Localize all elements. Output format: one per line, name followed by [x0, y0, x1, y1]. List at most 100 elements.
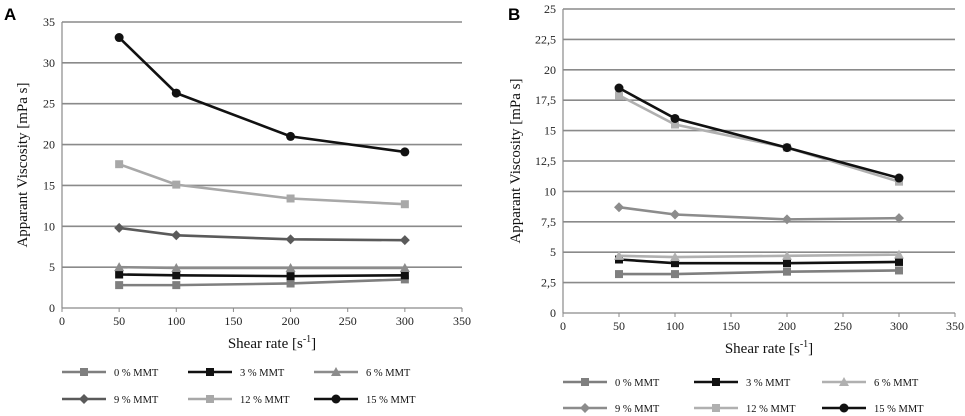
y-tick-label: 20 — [43, 138, 55, 152]
legend-marker — [206, 395, 214, 403]
y-tick-label: 7,5 — [541, 215, 556, 229]
y-tick-label: 0 — [49, 301, 55, 315]
data-point — [614, 83, 624, 93]
legend-label: 9 % MMT — [114, 395, 159, 406]
legend-item: 0 % MMT — [563, 378, 660, 389]
data-point — [615, 270, 623, 279]
data-point — [671, 270, 679, 279]
legend-marker — [79, 394, 89, 404]
y-tick-label: 10 — [544, 184, 556, 198]
data-point — [895, 257, 903, 266]
data-point — [670, 113, 680, 123]
legend-marker — [839, 403, 849, 413]
data-point — [115, 160, 124, 169]
legend-marker — [581, 378, 589, 386]
y-tick-label: 5 — [49, 260, 55, 274]
data-point — [614, 250, 624, 260]
panel-letter: A — [4, 5, 16, 24]
legend: 0 % MMT 3 % MMT 6 % MMT 9 % MMT 12 % MMT 15 %… — [62, 367, 416, 406]
legend-item: 3 % MMT — [694, 378, 791, 389]
legend-label: 0 % MMT — [114, 368, 159, 379]
x-tick-label: 250 — [834, 319, 852, 333]
data-point — [783, 267, 791, 276]
data-point — [400, 275, 409, 284]
data-point — [400, 271, 409, 280]
legend-item: 9 % MMT — [62, 394, 159, 406]
series-3-mmt — [115, 270, 409, 281]
y-tick-label: 22,5 — [535, 32, 556, 46]
y-axis-title: Apparant Viscosity [mPa s] — [508, 78, 524, 243]
data-point — [782, 143, 792, 153]
x-tick-label: 300 — [396, 314, 414, 328]
legend-item: 0 % MMT — [62, 368, 159, 379]
data-point — [782, 214, 792, 225]
legend-label: 0 % MMT — [615, 378, 660, 389]
legend-item: 15 % MMT — [822, 403, 924, 415]
data-point — [670, 252, 680, 262]
data-point — [172, 281, 181, 290]
data-point — [115, 270, 124, 279]
legend-label: 3 % MMT — [240, 368, 285, 379]
legend-label: 15 % MMT — [366, 395, 416, 406]
data-point — [894, 173, 904, 183]
series-line — [119, 278, 405, 287]
x-tick-label: 200 — [778, 319, 796, 333]
x-tick-label: 0 — [560, 319, 566, 333]
series-line — [119, 265, 405, 270]
x-tick-label: 150 — [224, 314, 242, 328]
data-point — [286, 272, 295, 281]
data-point — [114, 262, 125, 272]
x-axis-title: Shear rate [s-1] — [228, 334, 316, 352]
x-tick-label: 100 — [666, 319, 684, 333]
data-point — [400, 147, 410, 157]
x-tick-label: 300 — [890, 319, 908, 333]
series-line — [618, 205, 900, 221]
series-line — [119, 273, 405, 278]
data-point — [671, 120, 679, 129]
data-point — [171, 88, 181, 98]
data-point — [615, 91, 623, 100]
series-line — [118, 36, 406, 154]
series-6-mmt — [114, 262, 410, 272]
legend-marker — [712, 404, 720, 412]
series-line — [618, 253, 900, 259]
legend-marker — [580, 403, 590, 413]
legend: 0 % MMT 3 % MMT 6 % MMT 9 % MMT 12 % MMT 15 %… — [563, 377, 924, 415]
legend-label: 6 % MMT — [874, 378, 919, 389]
y-axis-title: Apparant Viscosity [mPa s] — [15, 82, 31, 247]
data-point — [400, 200, 409, 209]
data-point — [614, 202, 624, 213]
legend-label: 3 % MMT — [746, 378, 791, 389]
y-tick-label: 17,5 — [535, 93, 556, 107]
data-point — [286, 131, 296, 141]
legend-item: 12 % MMT — [188, 395, 290, 406]
legend-marker — [331, 367, 341, 376]
legend-label: 6 % MMT — [366, 368, 411, 379]
y-tick-label: 10 — [43, 219, 55, 233]
legend-item: 6 % MMT — [822, 377, 919, 389]
y-tick-label: 35 — [43, 15, 55, 29]
data-point — [782, 250, 792, 260]
data-point — [172, 180, 181, 189]
x-axis-title: Shear rate [s-1] — [725, 339, 813, 357]
data-point — [114, 222, 125, 233]
series-line — [619, 269, 900, 276]
x-tick-label: 200 — [282, 314, 300, 328]
legend-marker — [712, 378, 720, 386]
legend-label: 15 % MMT — [874, 404, 924, 415]
series-9-mmt — [614, 202, 904, 225]
legend-marker — [80, 368, 88, 376]
series-line — [618, 258, 900, 265]
data-point — [114, 33, 124, 43]
data-point — [670, 209, 680, 220]
legend-item: 6 % MMT — [314, 367, 411, 379]
legend-item: 3 % MMT — [188, 368, 285, 379]
series-12-mmt — [115, 160, 409, 209]
x-tick-label: 100 — [167, 314, 185, 328]
y-tick-label: 15 — [43, 178, 55, 192]
data-point — [285, 234, 296, 245]
data-point — [399, 262, 410, 272]
y-tick-label: 5 — [550, 245, 556, 259]
